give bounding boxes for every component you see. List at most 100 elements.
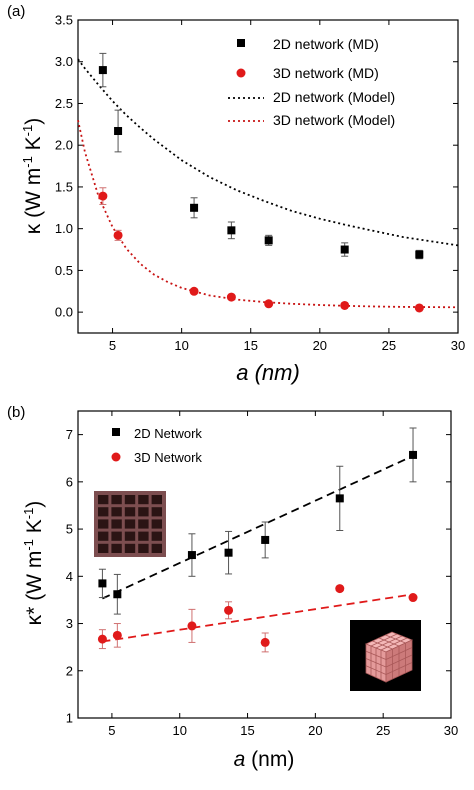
lattice-hole (111, 495, 122, 505)
lattice-line (365, 658, 387, 668)
panel-a-legend: 2D network (MD) 3D network (MD) 2D netwo… (228, 36, 395, 128)
x-tick-label: 10 (174, 338, 188, 353)
data-point-circle (408, 593, 418, 603)
data-point-square (187, 551, 196, 560)
lattice-hole (124, 495, 136, 505)
data-point-square (227, 226, 236, 235)
data-point-square (415, 250, 424, 259)
y-tick-label: 5 (66, 522, 73, 537)
y-tick-label: 0.0 (55, 305, 73, 320)
3d-network-structure-image (350, 620, 421, 691)
x-tick-label: 20 (313, 338, 327, 353)
lattice-hole (138, 507, 149, 517)
data-point-circle (340, 300, 350, 310)
data-point-square (190, 203, 199, 212)
legend-marker-3d-md (236, 68, 246, 78)
x-tick-label: 30 (444, 723, 458, 738)
y-tick-label: 3 (66, 616, 73, 631)
lattice-line (375, 635, 403, 649)
inset-2d-lattice-holes (98, 495, 162, 553)
lattice-hole (111, 543, 122, 553)
legend-label-2d-md: 2D network (MD) (273, 36, 379, 52)
data-point-circle (260, 637, 270, 647)
data-point-square (264, 236, 273, 245)
lattice-hole (124, 519, 136, 529)
lattice-hole (124, 543, 136, 553)
lattice-hole (98, 519, 109, 529)
panel-a-data-marks (77, 52, 459, 313)
panel-a-label: (a) (7, 3, 25, 20)
data-point-square (409, 450, 418, 459)
y-tick-label: 1 (66, 711, 73, 726)
panel-b-data-marks (97, 427, 418, 653)
data-point-square (335, 494, 344, 503)
lattice-hole (138, 495, 149, 505)
y-tick-label: 2.5 (55, 96, 73, 111)
legend-label-3d-model: 3D network (Model) (273, 112, 395, 128)
data-point-square (114, 127, 123, 136)
inset-3d-cube (364, 631, 414, 683)
panel-b-label: (b) (7, 404, 25, 421)
panel-b-ticks: 5 10 15 20 25 30 1 2 3 4 5 6 7 (66, 411, 458, 738)
inset-3d-lattice-pattern (365, 633, 413, 680)
data-point-circle (187, 621, 197, 631)
panel-a-plot-frame (77, 19, 459, 334)
legend-label-3d-md: 3D network (MD) (273, 65, 379, 81)
x-tick-label: 30 (451, 338, 465, 353)
x-tick-label: 15 (240, 723, 254, 738)
panel-a-y-axis-title: κ (W m-1 K-1) (20, 118, 45, 234)
lattice-line (385, 662, 413, 675)
lattice-hole (124, 531, 136, 541)
legend-label-2d-network: 2D Network (134, 426, 202, 441)
y-tick-label: 3.5 (55, 13, 73, 28)
lattice-hole (111, 531, 122, 541)
lattice-hole (138, 519, 149, 529)
lattice-line (380, 637, 408, 651)
data-point-square (224, 548, 233, 557)
linear-fit-line (102, 455, 414, 600)
lattice-hole (151, 519, 162, 529)
y-tick-label: 7 (66, 427, 73, 442)
model-curve (77, 58, 459, 247)
data-point-circle (112, 630, 122, 640)
y-tick-label: 6 (66, 474, 73, 489)
lattice-line (365, 665, 387, 675)
y-tick-label: 3.0 (55, 54, 73, 69)
y-tick-label: 1.0 (55, 221, 73, 236)
x-tick-label: 10 (172, 723, 186, 738)
data-point-circle (98, 191, 108, 201)
y-tick-label: 0.5 (55, 263, 73, 278)
lattice-hole (98, 495, 109, 505)
lattice-hole (151, 543, 162, 553)
y-tick-label: 2.0 (55, 138, 73, 153)
data-point-circle (414, 303, 424, 313)
panel-b: (b) 5 10 15 20 25 30 1 2 3 4 5 6 7 κ* (W m-1 K-1) a … (7, 404, 458, 771)
data-point-square (98, 66, 107, 75)
lattice-hole (98, 507, 109, 517)
x-tick-label: 5 (109, 338, 116, 353)
2d-network-structure-image (94, 491, 166, 557)
x-tick-label: 15 (243, 338, 257, 353)
legend-marker-2d-network (112, 428, 120, 436)
data-point-circle (189, 286, 199, 296)
panel-b-y-axis-title: κ* (W m-1 K-1) (21, 501, 46, 626)
x-tick-label: 5 (108, 723, 115, 738)
panel-b-x-axis-title: a (nm) (234, 748, 295, 771)
data-point-circle (264, 299, 274, 309)
y-tick-label: 4 (66, 569, 73, 584)
model-curve (77, 120, 459, 309)
x-tick-label: 20 (308, 723, 322, 738)
data-point-circle (113, 230, 123, 240)
data-point-circle (226, 292, 236, 302)
lattice-hole (138, 543, 149, 553)
panel-b-legend: 2D Network 3D Network (111, 426, 202, 465)
panel-b-plot-frame (77, 410, 452, 719)
x-tick-label: 25 (382, 338, 396, 353)
lattice-hole (98, 543, 109, 553)
data-point-square (340, 245, 349, 254)
lattice-hole (111, 519, 122, 529)
lattice-hole (111, 507, 122, 517)
y-tick-label: 1.5 (55, 179, 73, 194)
panel-a-x-axis-title: a (nm) (236, 360, 300, 385)
